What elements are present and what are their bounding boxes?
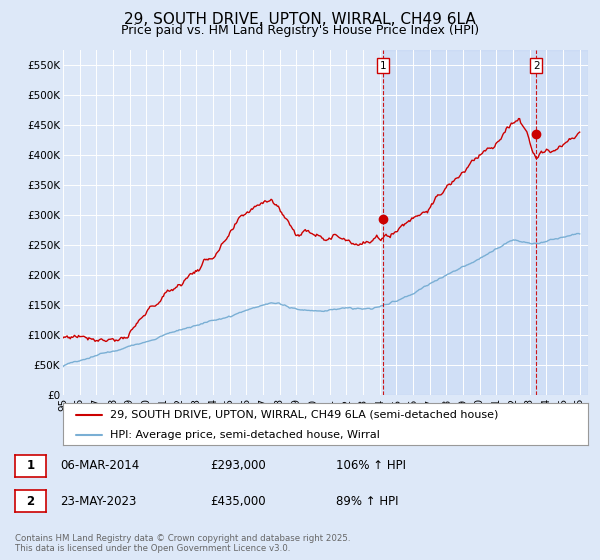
Text: 29, SOUTH DRIVE, UPTON, WIRRAL, CH49 6LA: 29, SOUTH DRIVE, UPTON, WIRRAL, CH49 6LA	[124, 12, 476, 27]
Text: HPI: Average price, semi-detached house, Wirral: HPI: Average price, semi-detached house,…	[110, 430, 380, 440]
Text: 106% ↑ HPI: 106% ↑ HPI	[336, 459, 406, 473]
Text: 1: 1	[26, 459, 35, 473]
Text: 89% ↑ HPI: 89% ↑ HPI	[336, 494, 398, 508]
Text: £293,000: £293,000	[210, 459, 266, 473]
Text: Price paid vs. HM Land Registry's House Price Index (HPI): Price paid vs. HM Land Registry's House …	[121, 24, 479, 37]
Text: 2: 2	[533, 60, 539, 71]
Text: 2: 2	[26, 494, 35, 508]
Text: 23-MAY-2023: 23-MAY-2023	[60, 494, 136, 508]
Text: 29, SOUTH DRIVE, UPTON, WIRRAL, CH49 6LA (semi-detached house): 29, SOUTH DRIVE, UPTON, WIRRAL, CH49 6LA…	[110, 410, 499, 420]
Bar	[383, 50, 588, 395]
Text: Contains HM Land Registry data © Crown copyright and database right 2025.
This d: Contains HM Land Registry data © Crown c…	[15, 534, 350, 553]
Text: 06-MAR-2014: 06-MAR-2014	[60, 459, 139, 473]
Text: £435,000: £435,000	[210, 494, 266, 508]
Text: 1: 1	[379, 60, 386, 71]
